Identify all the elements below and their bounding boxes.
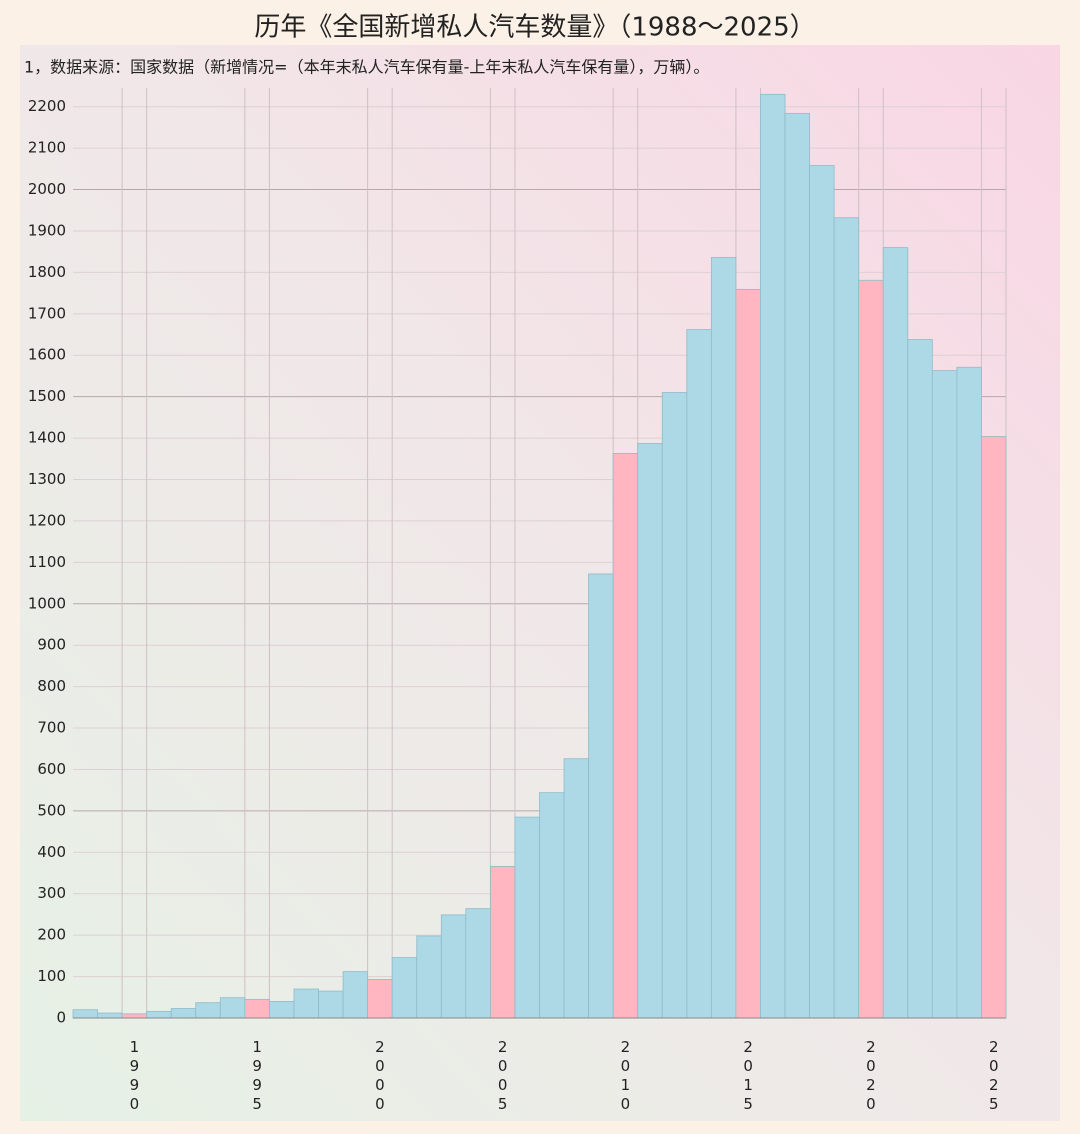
bar [318,990,344,1019]
bar [981,436,1007,1019]
bar [588,573,614,1019]
y-tick-label: 1500 [28,387,66,405]
y-tick-label: 1600 [28,346,66,364]
y-tick-label: 800 [37,677,66,695]
bar [465,908,491,1019]
y-tick-label: 1100 [28,553,66,571]
x-tick-label: 2000 [371,1038,389,1114]
bar [882,247,909,1019]
bar [195,1002,221,1019]
y-tick-label: 700 [37,719,66,737]
bar [612,453,639,1019]
bar [219,997,246,1019]
y-tick-label: 200 [37,926,66,944]
x-tick-label: 2005 [494,1038,512,1114]
x-tick-label: 2015 [739,1038,757,1114]
bar [858,279,884,1019]
bar [489,865,516,1019]
bar [686,329,712,1019]
bar [121,1013,148,1019]
y-tick-label: 0 [56,1009,66,1027]
bar [514,816,540,1019]
bar [244,998,270,1019]
bar [907,339,933,1019]
chart-subtitle: 1，数据来源：国家数据（新增情况=（本年末私人汽车保有量-上年末私人汽车保有量）… [24,58,709,77]
y-tick-label: 900 [37,636,66,654]
y-tick-label: 600 [37,760,66,778]
y-tick-label: 2000 [28,180,66,198]
bar [170,1008,197,1019]
bar [784,112,810,1019]
y-tick-label: 2100 [28,139,66,157]
y-tick-label: 1400 [28,429,66,447]
x-tick-label: 2020 [862,1038,880,1114]
bar [72,1009,98,1019]
bar [833,217,860,1019]
bar [956,366,982,1019]
x-tick-label: 1990 [125,1038,143,1114]
y-tick-label: 500 [37,801,66,819]
y-tick-label: 300 [37,884,66,902]
bar [146,1010,172,1019]
y-tick-label: 1000 [28,594,66,612]
y-tick-label: 1700 [28,304,66,322]
x-tick-label: 2025 [985,1038,1003,1114]
y-tick-label: 1800 [28,263,66,281]
bar [440,914,467,1019]
bar [760,93,786,1019]
bar [342,971,369,1019]
bar [539,792,565,1019]
y-tick-label: 1300 [28,470,66,488]
bar [661,392,688,1019]
bar [269,1001,295,1019]
bar [563,758,590,1019]
bar [97,1012,123,1019]
y-tick-label: 1900 [28,221,66,239]
bar [809,165,835,1019]
bar [416,935,442,1019]
x-tick-label: 2010 [616,1038,634,1114]
y-tick-label: 100 [37,967,66,985]
bar [710,257,737,1019]
bar [293,988,319,1019]
bar [391,957,418,1019]
y-tick-label: 1200 [28,511,66,529]
bar [367,979,393,1019]
bar [931,370,958,1019]
x-tick-label: 1995 [248,1038,266,1114]
bar [735,288,761,1019]
y-tick-label: 400 [37,843,66,861]
bar [637,443,663,1019]
chart-title: 历年《全国新增私人汽车数量》（1988～2025） [254,13,815,43]
y-tick-label: 2200 [28,97,66,115]
